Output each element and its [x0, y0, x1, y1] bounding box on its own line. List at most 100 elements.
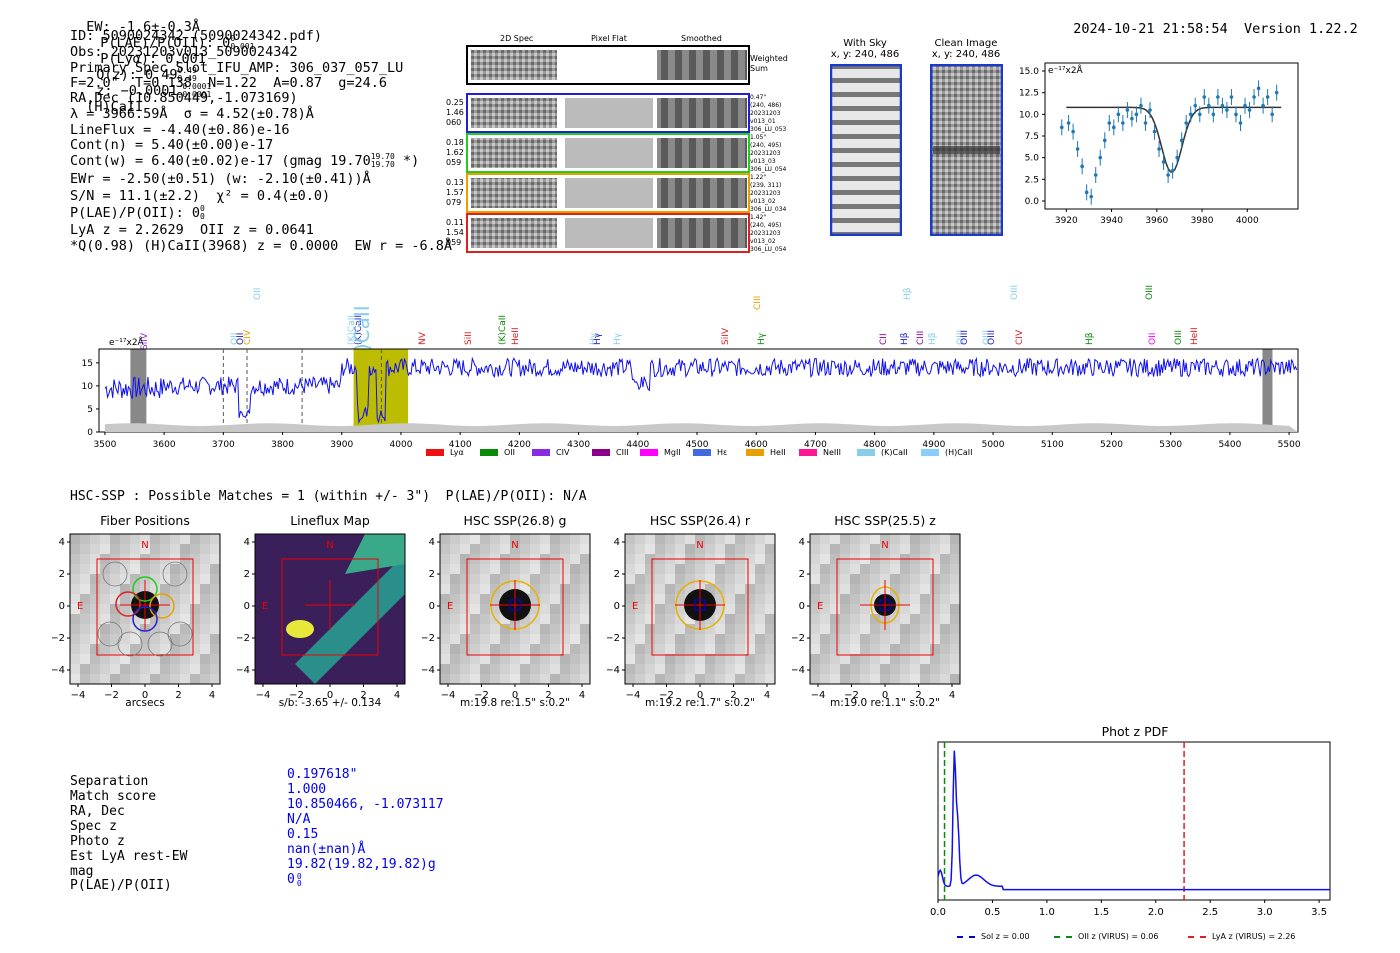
spectrum-legend-item: NeIII — [799, 448, 841, 457]
photz-xtick: 0.5 — [984, 907, 1000, 918]
fit-data-point — [1261, 103, 1265, 108]
photz-xtick: 3.5 — [1311, 907, 1327, 918]
photz-xtick: 3.0 — [1257, 907, 1273, 918]
fit-data-point — [1274, 90, 1279, 95]
legend-label: OII z (VIRUS) = 0.06 — [1078, 932, 1159, 941]
legend-swatch — [426, 449, 444, 456]
cutout-row-4 — [466, 213, 750, 253]
spectrum-legend-item: (H)CaII — [921, 448, 972, 457]
fit-data-point — [1229, 95, 1234, 99]
cutout-left-label: 1.57 — [446, 188, 464, 197]
fit-data-point — [1207, 103, 1211, 108]
cutout-right-label: 1.42" — [750, 214, 767, 221]
hsc-ytick: −2 — [52, 633, 65, 644]
legend-label: MgII — [664, 448, 681, 457]
fit-ytick: 0.0 — [1025, 197, 1040, 207]
spectrum-xtick: 4100 — [449, 440, 472, 450]
spectrum-xtick: 4800 — [863, 440, 886, 450]
spectrum-legend-item: OII — [480, 448, 515, 457]
match-label: Match score — [70, 789, 157, 804]
hsc-xtick: 4 — [394, 690, 400, 701]
fit-data-point — [1193, 103, 1198, 108]
fit-data-point — [1265, 95, 1270, 99]
fit-data-point — [1188, 112, 1193, 117]
east-marker: E — [632, 601, 638, 612]
fit-data-point — [1116, 112, 1121, 117]
cutout-right-label: v013_02 — [750, 238, 776, 245]
spectrum-xtick: 5300 — [1159, 440, 1182, 450]
header-z-sub: −0.0001 — [177, 90, 212, 99]
hsc-xtick: 4 — [949, 690, 955, 701]
match-label: Photo z — [70, 834, 125, 849]
fit-data-point — [1121, 121, 1125, 125]
spectrum-legend-item: Lyα — [426, 448, 464, 457]
emission-fit-plot: 15.0 12.5 10.0 7.5 5.0 2.5 0.0 3920 3940 3960 3980… — [1019, 62, 1299, 226]
weighted-2d-image — [471, 50, 557, 80]
legend-swatch — [857, 449, 875, 456]
info-lineflux: LineFlux = -4.40(±0.86)e-16 — [70, 122, 290, 138]
match-label: RA, Dec — [70, 804, 125, 819]
spectral-line-label: CIII — [753, 295, 763, 310]
photz-xtick: 2.0 — [1148, 907, 1164, 918]
cutout-right-label: 1.22" — [750, 174, 767, 181]
photz-xtick: 2.5 — [1202, 907, 1218, 918]
fit-data-point — [1243, 103, 1247, 108]
sky-coords: x, y: 240, 486 — [830, 49, 900, 60]
fit-data-point — [1234, 112, 1238, 117]
spectrum-xtick: 3800 — [271, 440, 294, 450]
hsc-xtick: 2 — [915, 690, 921, 701]
fit-data-point — [1089, 194, 1093, 199]
cutout-right-label: 306_LU_034 — [750, 206, 787, 213]
hsc-ytick: 4 — [244, 537, 250, 548]
cutout-right-label: 306_LU_054 — [750, 246, 787, 253]
fit-data-point — [1197, 112, 1202, 117]
match-plae-sup: 0 — [296, 871, 302, 881]
hsc-ytick: −4 — [422, 665, 435, 676]
north-marker: N — [696, 540, 703, 551]
spectrum-ytick: 5 — [87, 405, 93, 415]
hsc-panel-title: HSC SSP(26.8) g — [463, 513, 567, 528]
fit-data-point — [1080, 164, 1084, 169]
match-label: Separation — [70, 774, 149, 789]
fit-data-point — [1270, 112, 1274, 117]
hsc-panel-image: N E 4 2 0 −2 −4 −4 −2 0 2 4 — [607, 533, 776, 701]
info-plae: P(LAE)/P(OII): 0 — [70, 205, 201, 221]
photz-xtick: 0.0 — [930, 907, 946, 918]
hsc-panel-title: Lineflux Map — [290, 513, 370, 528]
fit-data-point — [1134, 112, 1139, 117]
hsc-xtick: 4 — [579, 690, 585, 701]
spectrum-xtick: 5500 — [1278, 440, 1301, 450]
photz-xtick: 1.0 — [1039, 907, 1055, 918]
spectrum-xtick: 4200 — [508, 440, 531, 450]
cutout-col-smooth: Smoothed — [681, 34, 722, 43]
spectrum-ytick: 0 — [87, 428, 93, 438]
info-fwhm: F=2.0" T=0.138 N=1.22 A=0.87 g=24.6 — [70, 75, 387, 91]
info-contw: Cont(w) = 6.40(±0.02)e-17 (gmag 19.70 — [70, 153, 371, 169]
clean-coords: x, y: 240, 486 — [931, 49, 1001, 60]
east-marker: E — [262, 601, 268, 612]
legend-swatch — [1188, 935, 1206, 938]
hsc-xtick: 0 — [142, 690, 148, 701]
legend-label: Lyα — [450, 448, 464, 457]
photz-plot: 0.0 0.5 1.0 1.5 2.0 2.5 3.0 3.5 — [930, 741, 1331, 918]
hsc-ytick: −4 — [792, 665, 805, 676]
cutout-right-label: v013_02 — [750, 198, 776, 205]
cutout-col-flat: Pixel Flat — [591, 34, 627, 43]
hsc-xtick: −4 — [811, 690, 826, 701]
legend-label: CIII — [616, 448, 629, 457]
hsc-panel-xlabel: m:19.2 re:1.7" s:0.2" — [645, 697, 755, 709]
hsc-ytick: −4 — [237, 665, 250, 676]
legend-label: (H)CaII — [945, 448, 973, 457]
fit-xtick: 3940 — [1100, 216, 1123, 226]
fit-data-point — [1066, 121, 1071, 125]
legend-label: OII — [504, 448, 516, 457]
north-marker: N — [141, 540, 148, 551]
legend-label: CIV — [556, 448, 570, 457]
photz-legend-item: OII z (VIRUS) = 0.06 — [1054, 932, 1158, 941]
cutout-right-label: 306_LU_054 — [750, 166, 787, 173]
spectrum-xtick: 5400 — [1218, 440, 1241, 450]
